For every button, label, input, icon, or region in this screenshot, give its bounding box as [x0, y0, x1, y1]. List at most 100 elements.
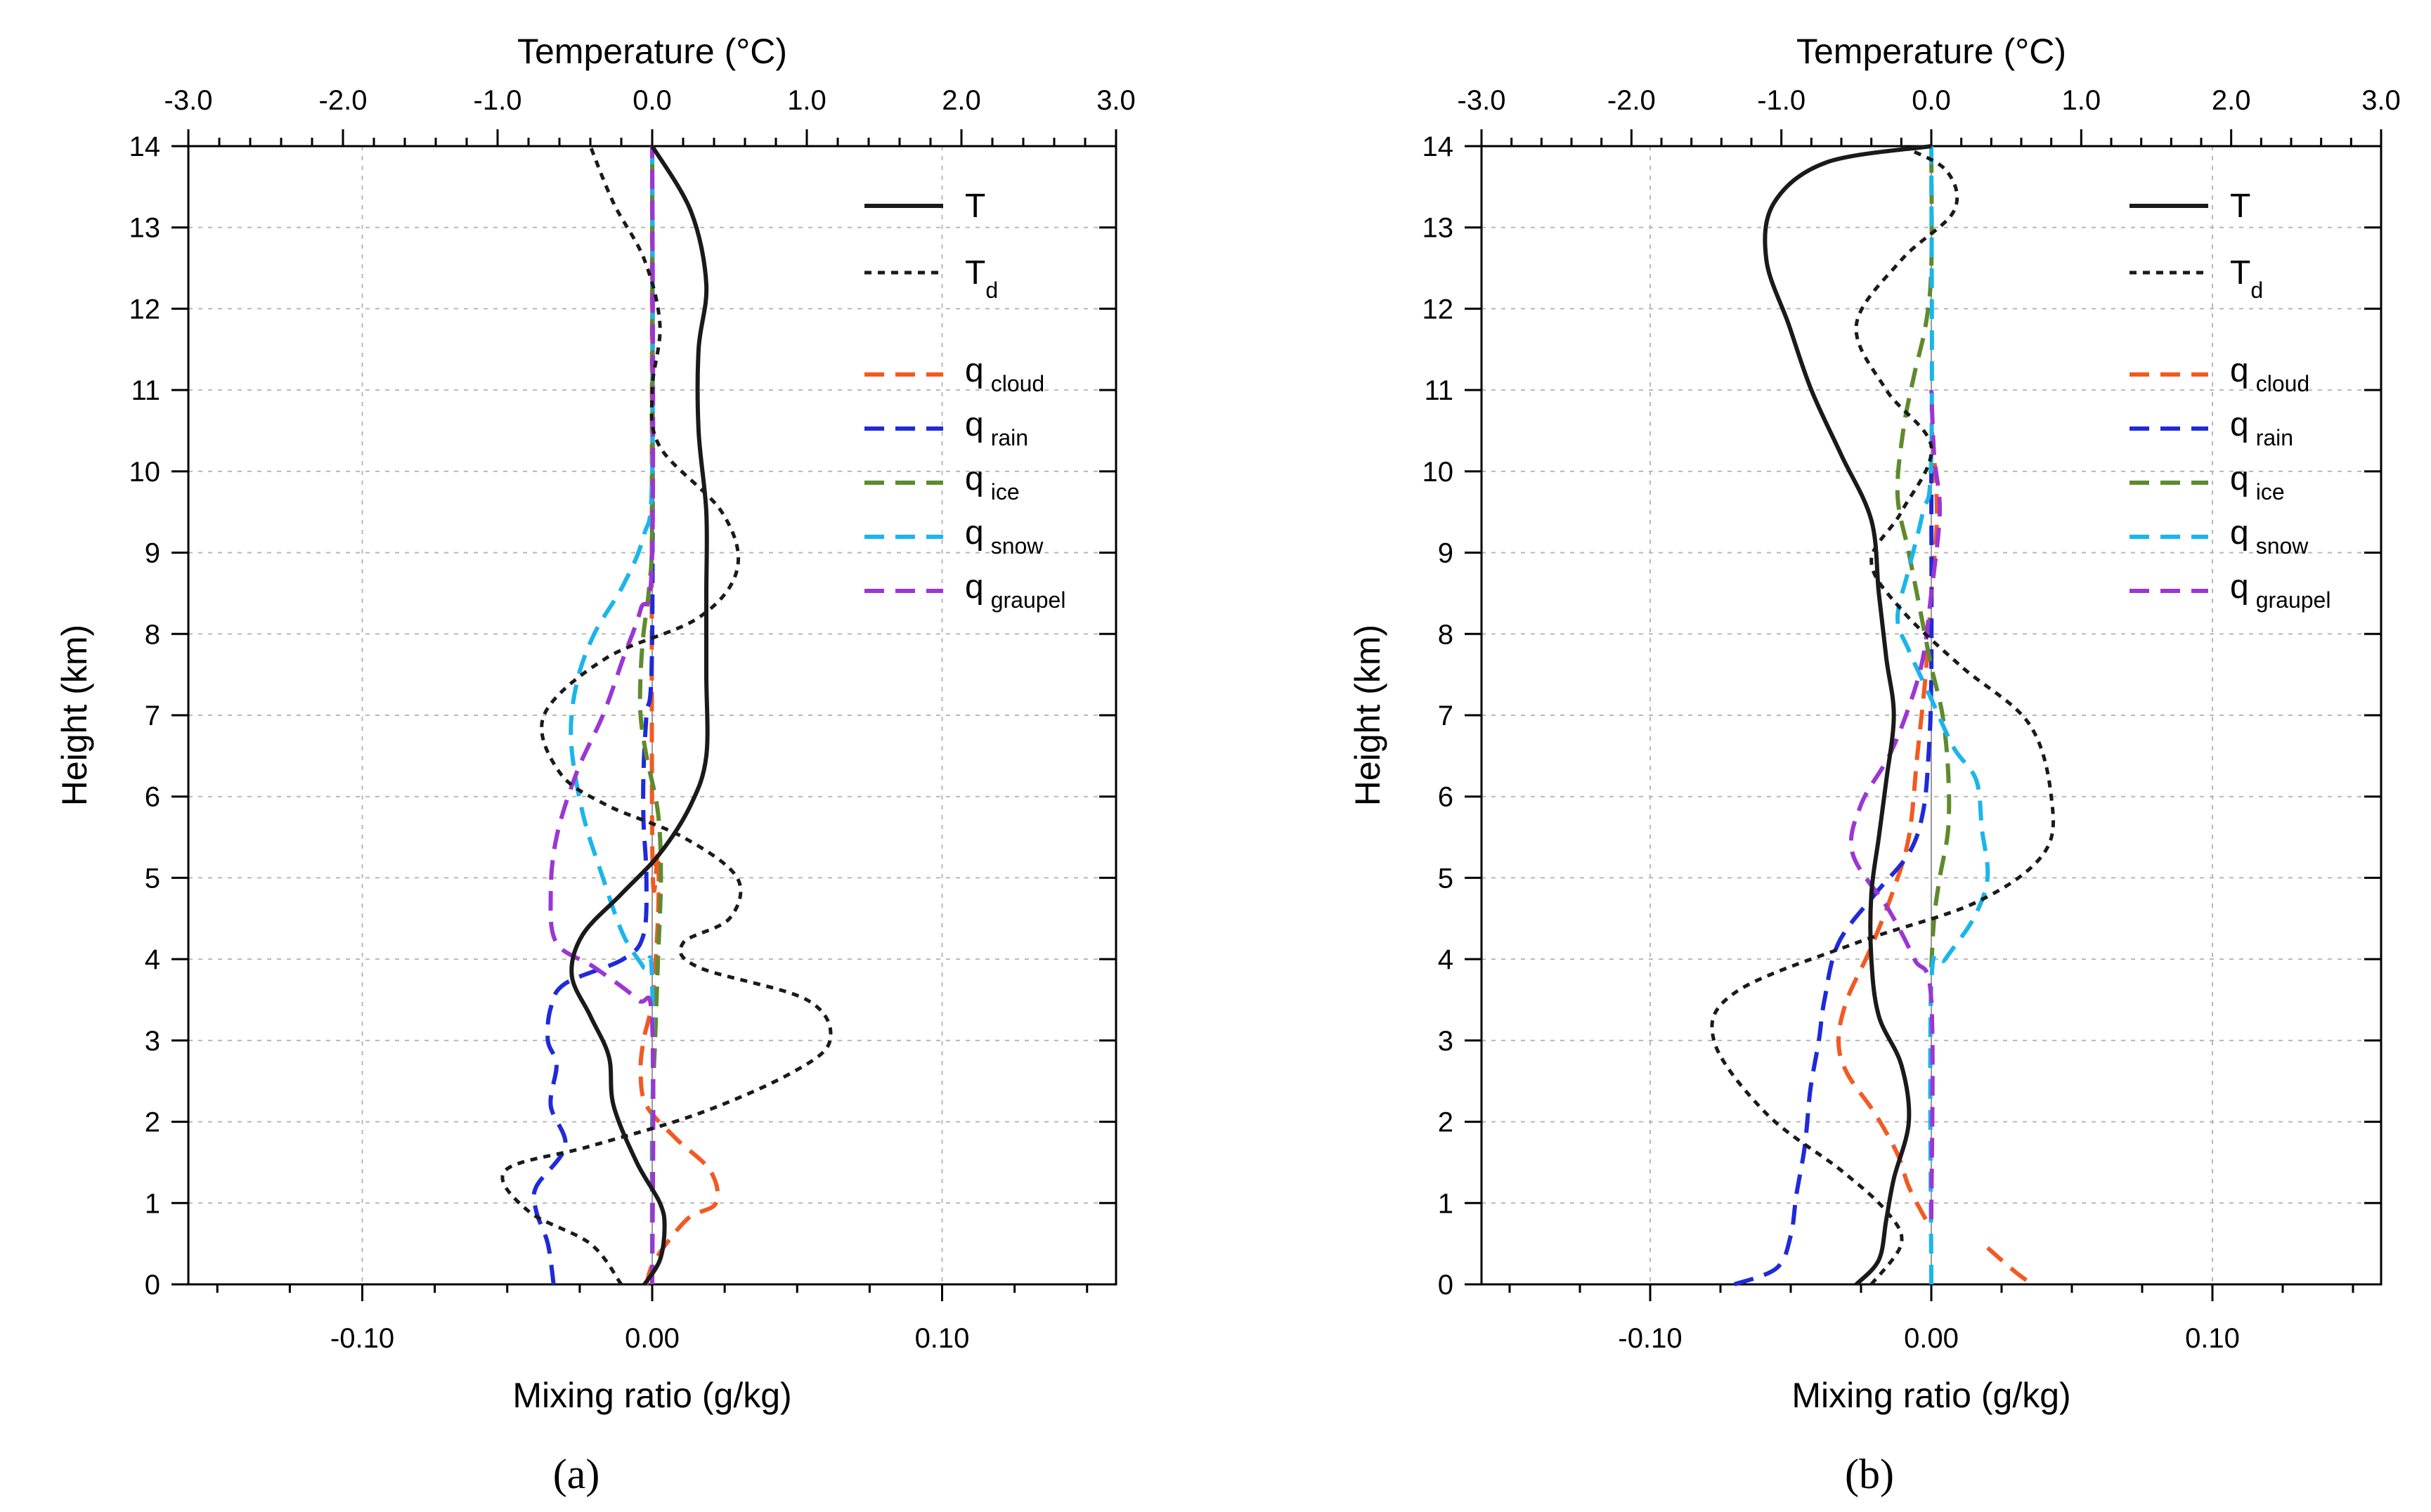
- legend-label: q graupel: [965, 568, 1065, 613]
- legend-label-sub: rain: [991, 425, 1028, 450]
- legend-label: q ice: [2230, 460, 2285, 504]
- legend-label: q ice: [965, 460, 1020, 504]
- y-tick-label: 1: [145, 1188, 160, 1219]
- legend-item-q-snow: q snow: [2129, 514, 2309, 559]
- x-tick-label: 0.00: [625, 1323, 680, 1354]
- legend-label: q snow: [2230, 514, 2309, 559]
- y-tick-label: 14: [1422, 131, 1454, 162]
- y-tick-label: 10: [129, 457, 161, 488]
- y-tick-label: 14: [129, 131, 161, 162]
- x2-axis-title: Temperature (°C): [1796, 32, 2066, 71]
- y-tick-label: 0: [1438, 1270, 1453, 1301]
- x-tick-label: 0.10: [915, 1323, 970, 1354]
- panel-b: -0.10 0.00 0.10-3.0 -2.0 -1.0 0.0 1.0 2.0 3.0012…: [1348, 32, 2401, 1497]
- y-tick-label: 7: [1438, 700, 1453, 731]
- legend-label: q rain: [965, 406, 1028, 450]
- x-tick-label: 0.10: [2185, 1323, 2240, 1354]
- y-tick-label: 1: [1438, 1188, 1453, 1219]
- legend-item-q-ice: q ice: [864, 460, 1020, 504]
- legend-label-sub: snow: [2256, 533, 2309, 559]
- legend-item-q-graupel: q graupel: [2129, 568, 2330, 613]
- legend-label-sub: d: [985, 278, 998, 303]
- y-tick-label: 7: [145, 700, 160, 731]
- series-q-snow: [1895, 145, 1990, 1285]
- legend-item-q-cloud: q cloud: [864, 352, 1044, 396]
- x2-tick-label: -1.0: [1757, 85, 1806, 116]
- x2-tick-label: 0.0: [633, 85, 672, 116]
- legend-item-q-rain: q rain: [2129, 406, 2293, 450]
- y-tick-label: 8: [1438, 619, 1453, 650]
- legend-label: T: [2230, 188, 2250, 225]
- y-tick-label: 3: [145, 1026, 160, 1057]
- series-q-rain: [1733, 471, 1934, 1286]
- legend-label-sub: graupel: [991, 587, 1066, 613]
- legend-label: Td: [965, 254, 998, 303]
- legend-item-T: T: [864, 188, 985, 225]
- y-tick-label: 4: [1438, 944, 1453, 975]
- x2-tick-label: -1.0: [474, 85, 522, 116]
- x2-tick-label: 1.0: [2062, 85, 2101, 116]
- y-tick-label: 13: [1422, 213, 1454, 244]
- series-q-ice: [1895, 145, 1952, 967]
- y-tick-label: 2: [1438, 1107, 1453, 1138]
- y-tick-label: 3: [1438, 1026, 1453, 1057]
- y-tick-label: 12: [129, 294, 161, 325]
- x2-tick-label: 1.0: [787, 85, 826, 116]
- legend-item-Td: Td: [864, 254, 998, 303]
- legend-label-sub: ice: [2256, 479, 2285, 504]
- legend-label: q rain: [2230, 406, 2293, 450]
- legend-label-sub: d: [2250, 278, 2263, 303]
- series-q-snow: [569, 145, 655, 1285]
- legend-label-sub: rain: [2256, 425, 2293, 450]
- x2-tick-label: 2.0: [942, 85, 981, 116]
- y-tick-label: 12: [1422, 294, 1454, 325]
- y-axis-title: Height (km): [55, 625, 94, 806]
- panel-label: (a): [553, 1451, 600, 1497]
- series-q-rain: [531, 145, 655, 1285]
- x2-tick-label: 3.0: [1096, 85, 1136, 116]
- y-tick-label: 9: [145, 538, 160, 569]
- legend-label: q snow: [965, 514, 1044, 559]
- x2-tick-label: 0.0: [1912, 85, 1951, 116]
- y-tick-label: 11: [131, 375, 160, 406]
- legend-item-q-ice: q ice: [2129, 460, 2285, 504]
- y-tick-label: 9: [1438, 538, 1453, 569]
- y-tick-label: 8: [145, 619, 160, 650]
- x-tick-label: -0.10: [1618, 1323, 1682, 1354]
- y-tick-label: 11: [1424, 375, 1453, 406]
- legend-item-q-graupel: q graupel: [864, 568, 1065, 613]
- panel-label: (b): [1845, 1451, 1894, 1497]
- x-axis-title: Mixing ratio (g/kg): [512, 1376, 791, 1415]
- legend-label-sub: graupel: [2256, 587, 2331, 613]
- series-Td: [1710, 144, 2056, 1286]
- legend-label: Td: [2230, 254, 2263, 303]
- x-axis-title: Mixing ratio (g/kg): [1791, 1376, 2070, 1415]
- series-Td: [500, 145, 833, 1286]
- y-tick-label: 10: [1422, 457, 1454, 488]
- y-tick-label: 5: [1438, 863, 1453, 894]
- y-tick-label: 6: [1438, 782, 1453, 813]
- legend-item-q-rain: q rain: [864, 406, 1028, 450]
- legend-label: T: [965, 188, 985, 225]
- x2-tick-label: 2.0: [2212, 85, 2251, 116]
- x2-tick-label: -2.0: [1607, 85, 1656, 116]
- legend-label-sub: cloud: [2256, 371, 2310, 396]
- x-tick-label: -0.10: [330, 1323, 394, 1354]
- panel-a: -0.10 0.00 0.10-3.0 -2.0 -1.0 0.0 1.0 2.0 3.0012…: [55, 32, 1136, 1497]
- series-q-graupel: [548, 145, 656, 1285]
- y-tick-label: 13: [129, 213, 161, 244]
- x2-tick-label: -3.0: [1458, 85, 1506, 116]
- series-T: [569, 145, 710, 1286]
- y-tick-label: 6: [145, 782, 160, 813]
- legend-label-sub: cloud: [991, 371, 1045, 396]
- y-tick-label: 4: [145, 944, 160, 975]
- series-q-graupel: [1848, 390, 1943, 1220]
- legend-item-Td: Td: [2129, 254, 2263, 303]
- x2-tick-label: -2.0: [319, 85, 368, 116]
- x2-axis-title: Temperature (°C): [517, 32, 787, 71]
- series-T: [1763, 144, 1932, 1286]
- legend-label: q graupel: [2230, 568, 2330, 613]
- y-axis-title: Height (km): [1348, 625, 1387, 806]
- legend-item-T: T: [2129, 188, 2250, 225]
